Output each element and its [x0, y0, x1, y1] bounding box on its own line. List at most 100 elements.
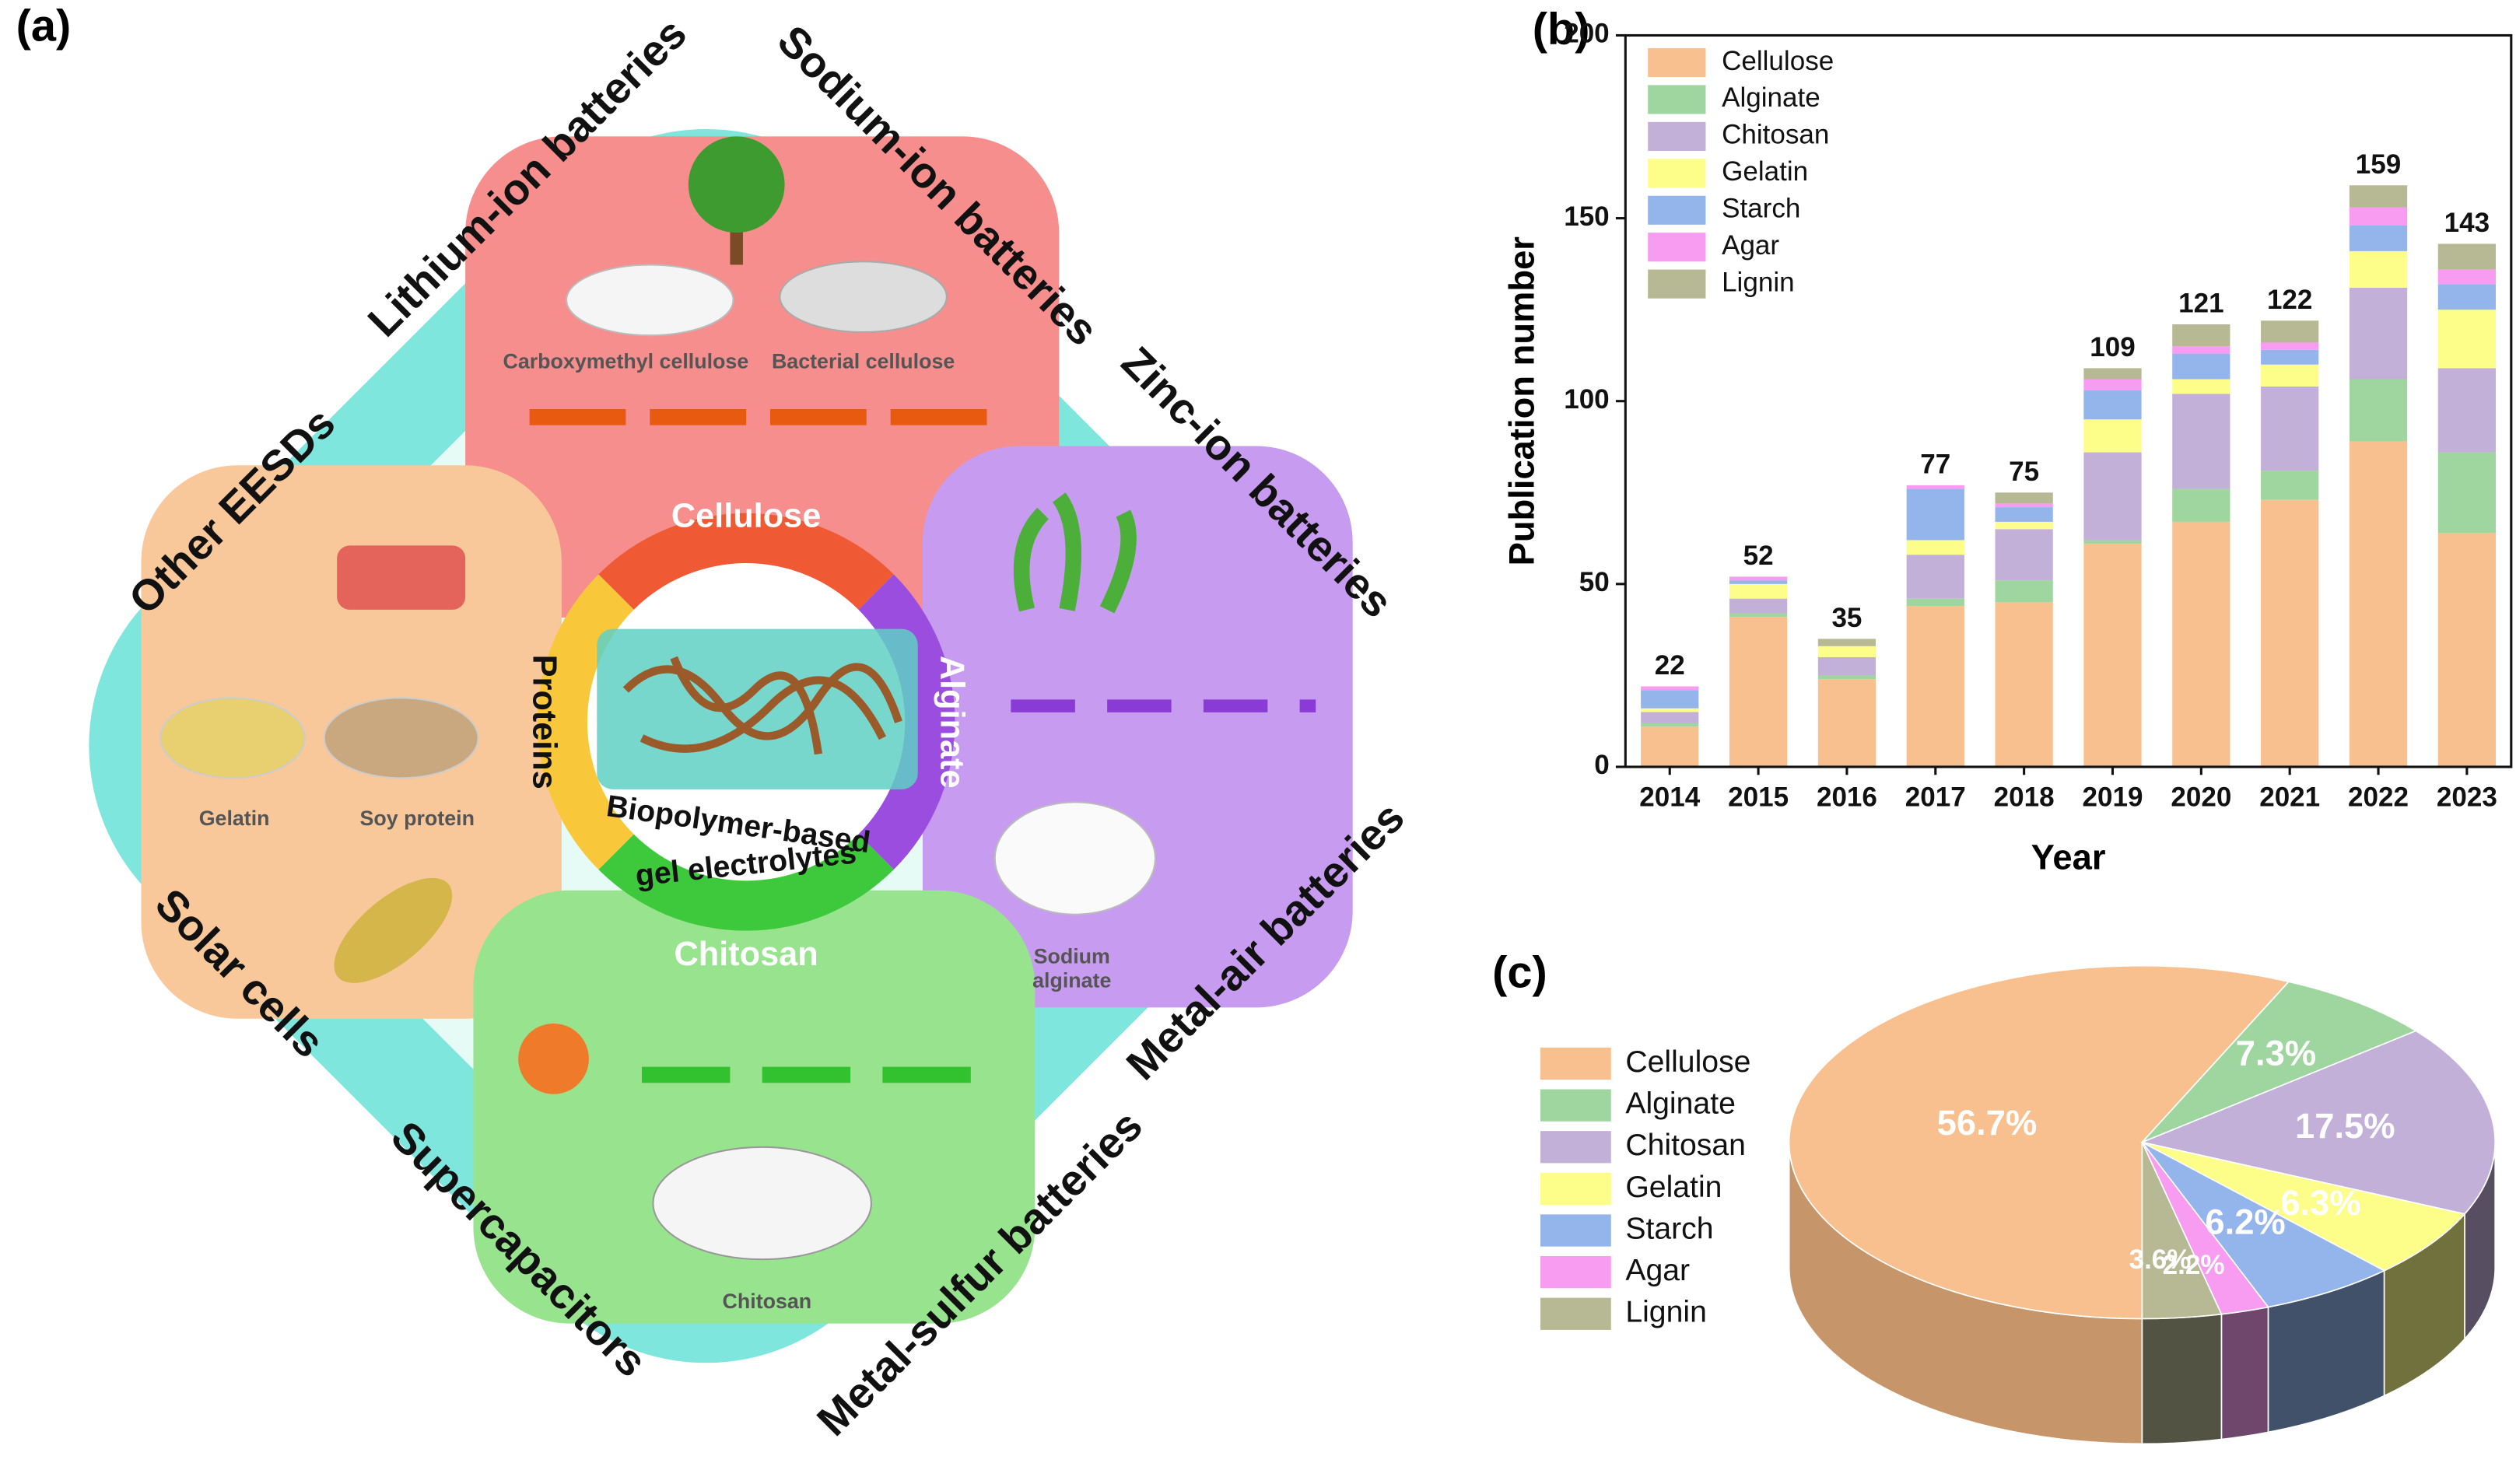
dish — [652, 1146, 872, 1261]
legend-label: Cellulose — [1722, 46, 1834, 76]
bar-segment — [1995, 507, 2053, 522]
bar-segment — [2172, 394, 2230, 489]
bar-segment — [2083, 390, 2142, 420]
x-tick-label: 2021 — [2259, 782, 2320, 812]
bar-segment — [2172, 346, 2230, 354]
bar-segment — [2349, 250, 2408, 288]
soybean — [334, 877, 453, 983]
y-tick-label: 50 — [1579, 567, 1610, 597]
x-tick-label: 2023 — [2437, 782, 2497, 812]
bar-segment — [2437, 243, 2497, 270]
panel-label: (b) — [1533, 5, 1590, 54]
x-tick-label: 2015 — [1728, 782, 1789, 812]
legend-label: Chitosan — [1722, 120, 1829, 150]
y-tick-label: 100 — [1564, 384, 1609, 415]
source-label: Soy protein — [360, 807, 475, 830]
biopolymer-label: Chitosan — [674, 936, 818, 973]
bar-segment — [2083, 368, 2142, 380]
total-label: 143 — [2444, 208, 2490, 238]
pie-value-label: 6.3% — [2280, 1183, 2360, 1223]
bar-segment — [1641, 708, 1699, 712]
ring-cellulose — [598, 513, 894, 610]
legend-swatch — [1540, 1214, 1611, 1247]
bar-segment — [1641, 726, 1699, 767]
total-label: 109 — [2090, 332, 2135, 362]
biopolymer-label: Proteins — [526, 655, 563, 789]
dish — [323, 697, 479, 779]
bar-segment — [1729, 576, 1788, 581]
bar-segment — [2437, 310, 2497, 369]
bar-segment — [2083, 452, 2142, 541]
bar-segment — [2083, 540, 2142, 544]
x-tick-label: 2017 — [1905, 782, 1966, 812]
bar-segment — [1906, 598, 1964, 607]
bar-segment — [2172, 324, 2230, 347]
bar-segment — [2349, 379, 2408, 442]
cellulose-panel — [465, 136, 1060, 618]
y-axis-label: Publication number — [1502, 236, 1541, 565]
total-label: 159 — [2356, 149, 2401, 180]
y-tick-label: 0 — [1594, 750, 1610, 780]
chitosan-panel — [473, 890, 1035, 1324]
biopolymer-label: Cellulose — [671, 498, 822, 535]
source-label: Bacterial cellulose — [772, 349, 955, 373]
pie-slice — [2141, 1141, 2386, 1308]
x-tick-label: 2014 — [1639, 782, 1700, 812]
ring-proteins — [537, 574, 634, 870]
legend-swatch — [1648, 85, 1706, 114]
bar-segment — [1641, 686, 1699, 691]
legend-swatch — [1648, 47, 1706, 78]
bar-segment — [2261, 342, 2319, 350]
bar-segment — [1817, 675, 1876, 680]
bar-segment — [1817, 646, 1876, 657]
legend-label: Gelatin — [1722, 156, 1808, 187]
legend-label: Lignin — [1625, 1296, 1707, 1329]
bar-segment — [2437, 533, 2497, 767]
crab — [518, 1023, 589, 1094]
source-label: alginate — [1032, 968, 1111, 992]
legend-swatch — [1540, 1047, 1611, 1080]
bar-segment — [2261, 499, 2319, 767]
total-label: 35 — [1831, 603, 1862, 633]
legend-label: Lignin — [1722, 267, 1795, 297]
legend-swatch — [1648, 233, 1706, 262]
pie-value-label: 17.5% — [2295, 1106, 2395, 1146]
bar-segment — [1995, 492, 2053, 504]
bar-segment — [2261, 386, 2319, 471]
pie-side — [2141, 1313, 2223, 1445]
legend-swatch — [1648, 195, 1706, 225]
bar-segment — [1641, 690, 1699, 709]
dish — [159, 697, 306, 779]
bar-segment — [1995, 529, 2053, 581]
total-label: 77 — [1920, 449, 1950, 479]
x-tick-label: 2020 — [2171, 782, 2231, 812]
pie-slice — [2142, 1141, 2466, 1272]
pie-slice — [2139, 1030, 2497, 1215]
bar-segment — [2437, 269, 2497, 285]
seaweed — [1013, 492, 1137, 614]
bar-segment — [1729, 583, 1788, 599]
bar-segment — [2261, 349, 2319, 365]
legend-swatch — [1540, 1297, 1611, 1330]
bar-segment — [2083, 419, 2142, 453]
bar-segment — [1729, 598, 1788, 614]
bar-segment — [2349, 441, 2408, 767]
bar-segment — [1641, 712, 1699, 723]
tree-crown — [688, 136, 785, 233]
gel-fibers — [622, 656, 902, 755]
legend-swatch — [1648, 159, 1706, 188]
bar-segment — [1906, 606, 1964, 767]
bar-segment — [2349, 225, 2408, 251]
bar-segment — [2172, 353, 2230, 380]
bar-segment — [2261, 364, 2319, 387]
bar-segment — [2437, 452, 2497, 534]
dish — [779, 261, 948, 334]
dish — [993, 801, 1157, 915]
x-tick-label: 2019 — [2083, 782, 2143, 812]
bar-segment — [1906, 540, 1964, 555]
pie-side — [2220, 1306, 2269, 1440]
diagram — [89, 129, 1353, 1363]
bar-segment — [2349, 207, 2408, 226]
bar-segment — [1906, 485, 1964, 489]
legend-label: Agar — [1722, 230, 1779, 261]
